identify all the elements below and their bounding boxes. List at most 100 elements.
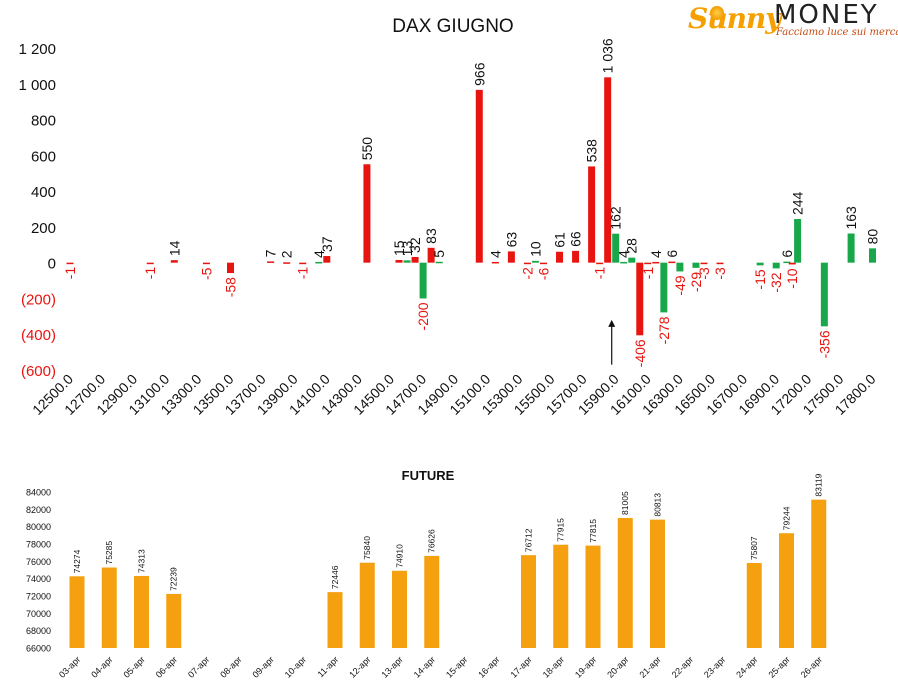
data-label: 10 [527,241,543,257]
data-label: 83 [423,228,439,244]
bar [820,262,828,327]
x-tick-label: 07-apr [186,654,211,679]
data-label: 244 [790,191,806,215]
bar [783,261,791,264]
x-tick-label: 14-apr [412,654,437,679]
brand-name-caps: MONEY [774,0,879,30]
x-tick-label: 23-apr [702,654,727,679]
bar [539,262,547,265]
bar [620,261,628,264]
data-label: -1 [592,267,608,280]
data-label: 4 [648,250,664,258]
bar [553,544,569,648]
bar [424,555,440,648]
dax-options-chart: DAX GIUGNO 1 200 1 000 800 600 400 200 0 (200) (4… [18,16,880,418]
bar [435,261,443,264]
data-label: 83119 [814,473,824,496]
x-tick-label: 25-apr [766,654,791,679]
bar [794,219,802,263]
data-label: 163 [843,206,859,230]
y-tick-label: 1 200 [18,41,56,58]
data-label: -200 [415,302,431,330]
data-label: 6 [779,250,795,258]
data-label: 4 [311,250,327,258]
x-tick-label: 12-apr [347,654,372,679]
data-label: -1 [62,267,78,280]
data-label: 75285 [104,541,114,565]
bar [419,262,427,299]
bar [363,164,371,263]
data-label: 15 [391,240,407,256]
bar [644,262,652,265]
data-label: 77915 [556,518,566,542]
data-label: -15 [752,269,768,289]
data-label: -10 [784,268,800,288]
x-tick-label: 11-apr [315,654,340,679]
y-tick-label: 0 [48,256,56,273]
data-label: 63 [503,232,519,248]
data-label: 76626 [427,529,437,553]
x-tick-label: 24-apr [734,654,759,679]
x-tick-label: 08-apr [218,654,243,679]
y-tick-label: (400) [21,327,56,344]
bar [628,257,636,263]
chart-title: DAX GIUGNO [392,16,513,37]
bar [427,247,435,263]
bar [772,262,780,269]
future-chart: FUTURE 84000 82000 80000 78000 76000 74000 7200… [26,468,827,680]
brand-tagline: Facciamo luce sui mercati [776,27,898,38]
data-label: 37 [319,236,335,252]
data-label: -1 [142,267,158,280]
data-label: 538 [584,139,600,163]
x-tick-label: 20-apr [605,654,630,679]
bar [869,248,876,263]
bar [779,533,794,648]
bar [392,570,407,648]
bar [359,562,375,648]
arrow-head-icon [608,319,616,327]
bar [403,260,411,263]
data-label: 79244 [782,506,792,530]
data-label: -3 [696,267,712,280]
bar [746,563,762,648]
bar [617,517,633,648]
data-label: 66 [568,231,584,247]
y-tick-label: (600) [21,363,56,380]
data-label: -3 [712,267,728,280]
bar [283,262,291,264]
data-label: 75807 [749,536,759,560]
data-label: -278 [656,316,672,344]
bar [491,261,499,264]
data-label: 80 [865,229,881,245]
bar [395,259,403,263]
bar [716,262,724,265]
sun-icon [710,6,724,20]
bar [507,251,515,263]
bar [411,256,419,263]
bar [531,260,539,263]
data-label: 14 [166,240,182,256]
y-tick-label: 68000 [26,626,51,636]
data-label: -6 [535,268,551,281]
bar [299,262,307,265]
data-label: -58 [223,277,239,297]
y-tick-label: 70000 [26,609,51,619]
data-label: 61 [552,232,568,248]
bar [604,77,612,263]
bar [475,89,483,263]
bar [202,262,210,265]
y-tick-label: 800 [31,113,56,130]
bar [227,262,234,274]
data-label: 550 [359,137,375,161]
bar [596,262,604,265]
bar [585,545,601,648]
bar [521,555,536,648]
bar [756,262,764,266]
data-label: -32 [768,272,784,292]
x-tick-label: 18-apr [541,654,566,679]
data-label: 13 [399,241,415,257]
x-tick-label: 09-apr [250,654,275,679]
y-tick-label: 200 [31,220,56,237]
bar [166,593,182,648]
x-tick-label: 16-apr [476,654,501,679]
